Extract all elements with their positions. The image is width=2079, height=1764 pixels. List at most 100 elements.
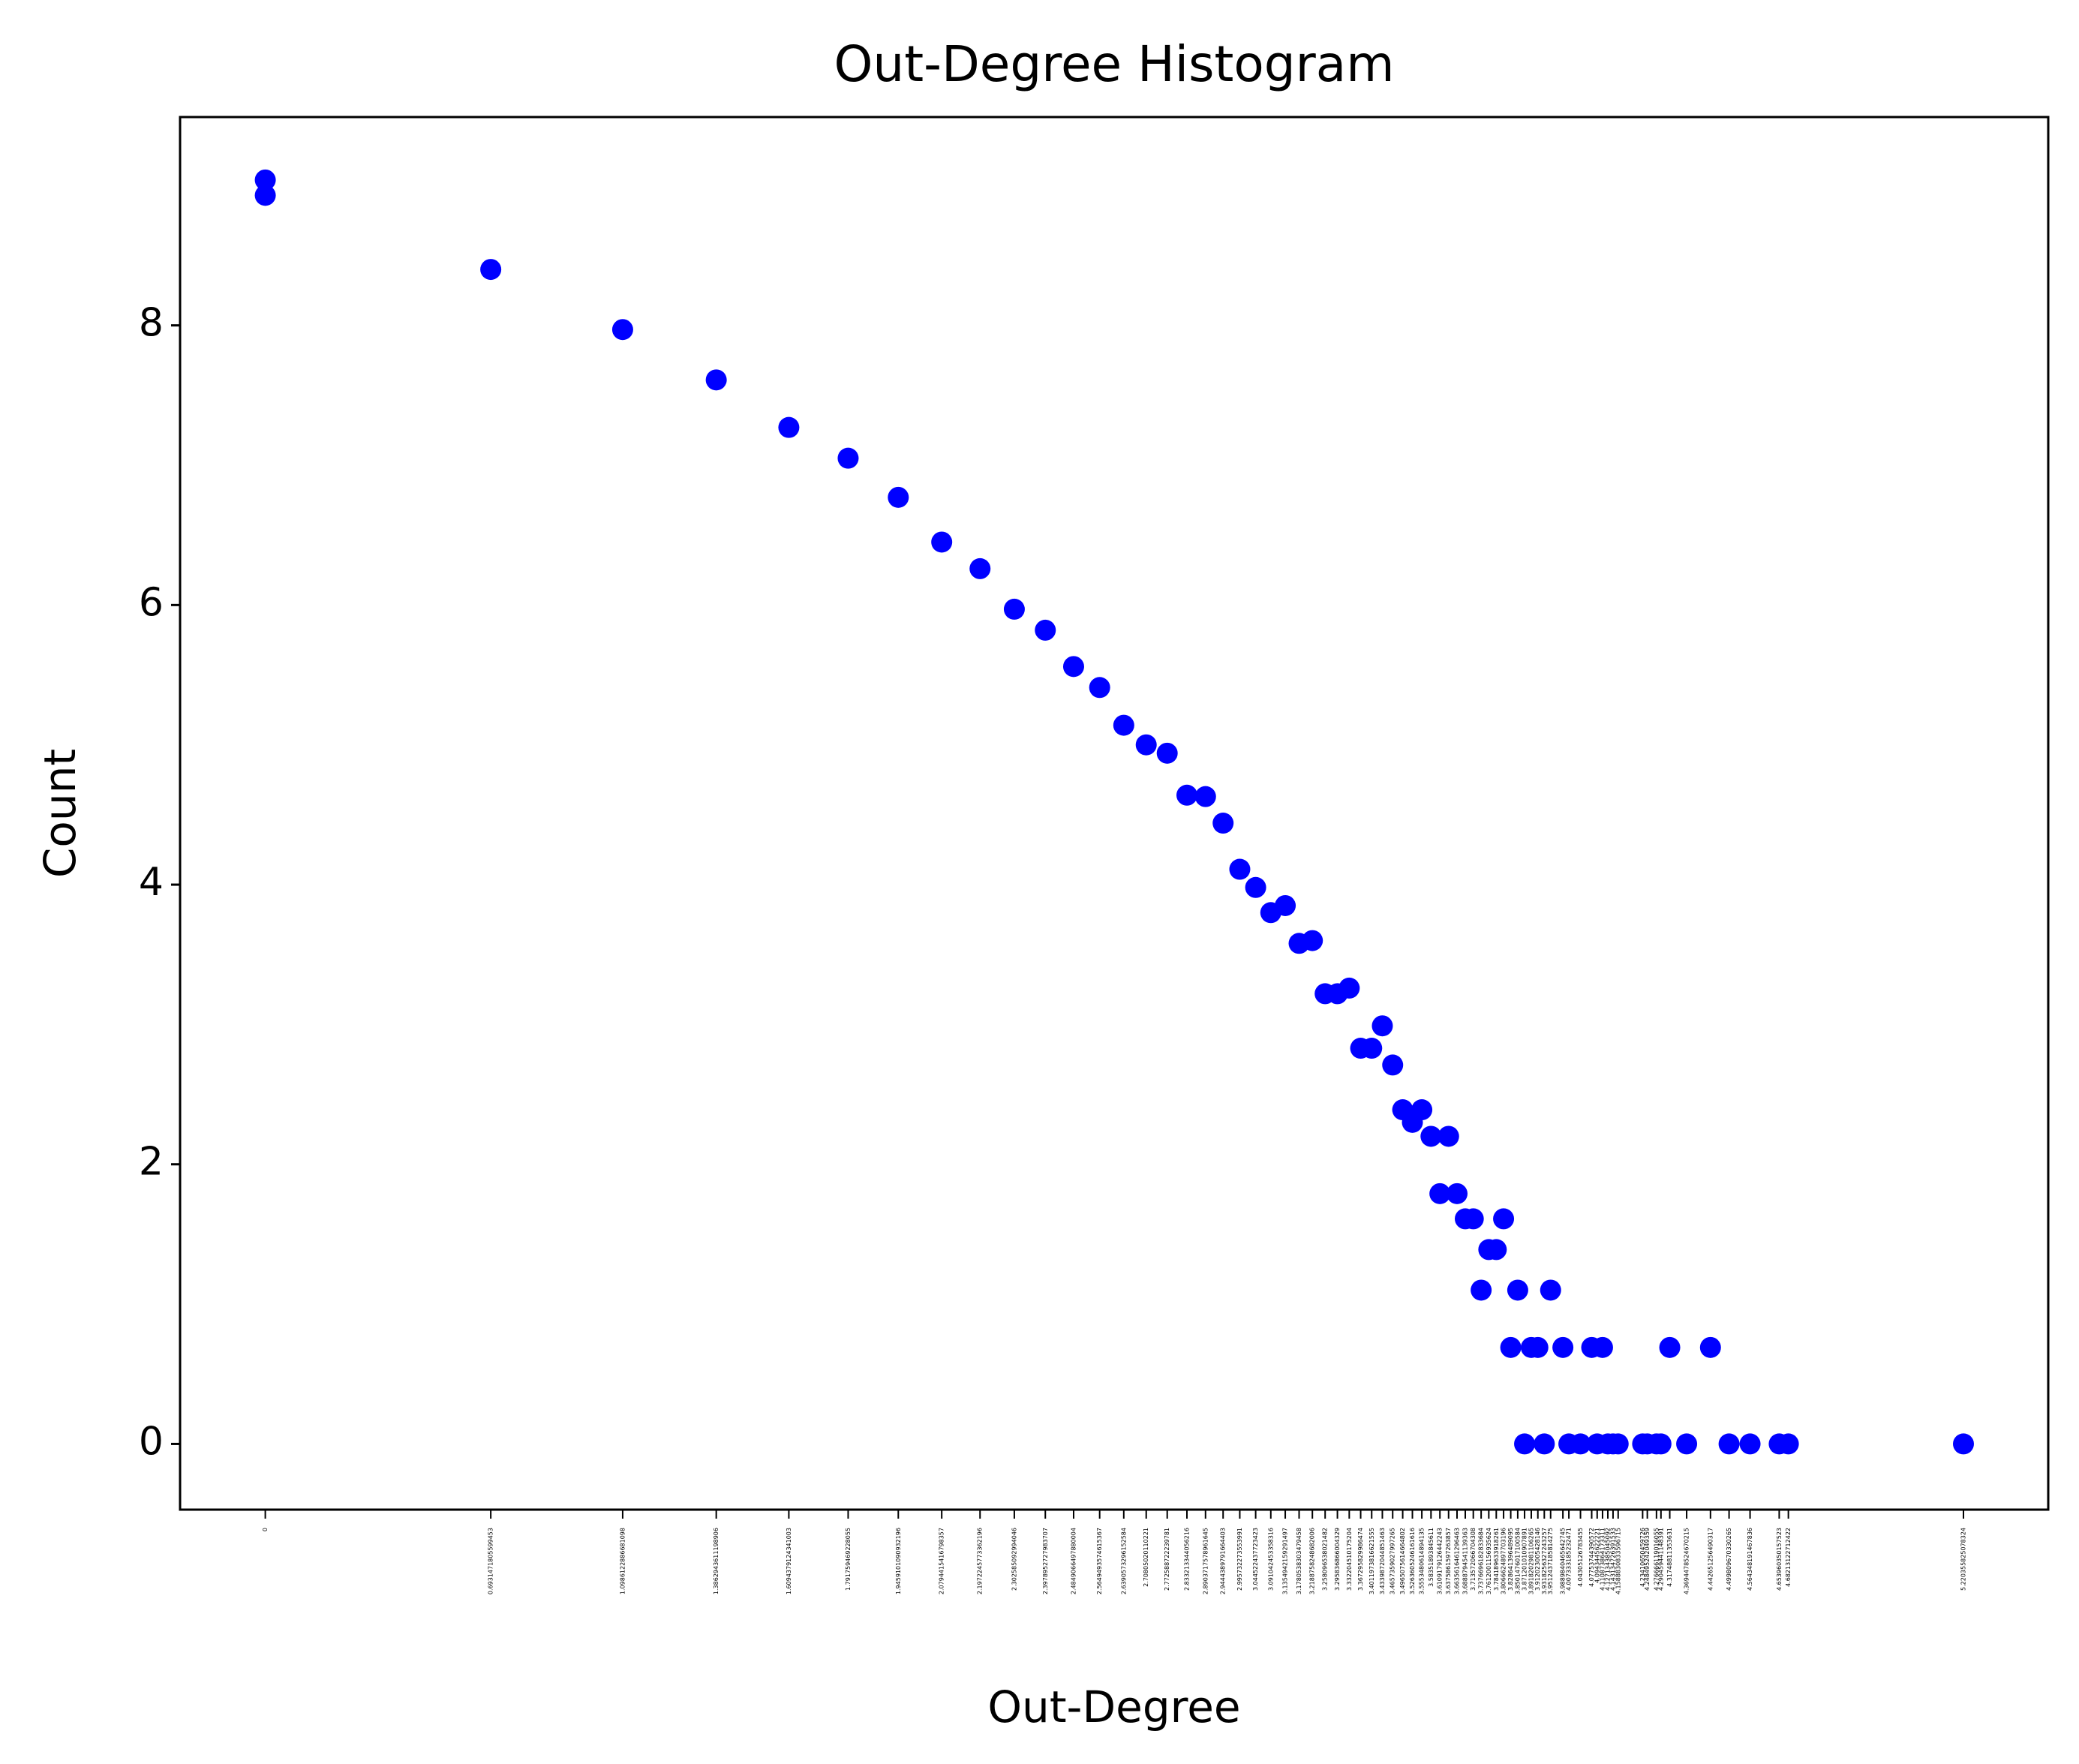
point	[1003, 598, 1025, 620]
point	[1302, 930, 1323, 951]
x-tick-label: 4.110873864173311	[1599, 1528, 1606, 1591]
point	[1411, 1099, 1433, 1121]
x-tick-label: 3.8918202981106265	[1528, 1528, 1534, 1594]
x-tick-label: 3.6109179126442243	[1437, 1528, 1444, 1594]
x-tick-label: 4.07753744390572	[1588, 1528, 1595, 1587]
point	[1361, 1038, 1383, 1059]
x-tick-label: 3.8501476017100584	[1514, 1528, 1521, 1594]
point	[888, 486, 909, 508]
x-tick-label: 3.258096538021482	[1322, 1528, 1329, 1591]
point	[480, 259, 502, 281]
point	[254, 169, 276, 191]
x-tick-label: 4.276666119016055	[1653, 1528, 1660, 1591]
point	[1493, 1208, 1515, 1230]
point	[1676, 1433, 1698, 1455]
point	[1338, 977, 1360, 999]
point	[1659, 1336, 1681, 1358]
x-tick-label: 3.713572066704308	[1470, 1528, 1477, 1591]
y-tick-label: 8	[139, 301, 164, 346]
y-tick-label: 2	[139, 1140, 164, 1185]
x-tick-label: 3.4657359027997265	[1390, 1528, 1396, 1594]
point	[1471, 1279, 1492, 1301]
x-tick-label: 4.3694478524670215	[1684, 1528, 1690, 1594]
x-tick-label: 3.4011973816621555	[1368, 1528, 1375, 1594]
point	[1371, 1015, 1393, 1037]
x-tick-label: 3.912023005428146	[1534, 1528, 1541, 1591]
point	[931, 531, 953, 553]
x-tick-label: 2.8903717578961645	[1202, 1528, 1209, 1594]
point	[611, 319, 633, 341]
x-tick-label: 4.653960350157523	[1776, 1528, 1783, 1591]
x-tick-label: 0.6931471805599453	[488, 1528, 494, 1594]
x-tick-label: 4.007333185232471	[1566, 1528, 1573, 1591]
point	[1650, 1433, 1672, 1455]
x-tick-label: 3.6635616461296463	[1454, 1528, 1461, 1594]
point	[1212, 813, 1234, 834]
x-tick-label: 4.248495242049359	[1644, 1528, 1651, 1591]
x-tick-label: 3.332204510175204	[1346, 1528, 1353, 1591]
point	[1570, 1433, 1591, 1455]
x-tick-label: 2.302585092994046	[1011, 1528, 1017, 1591]
x-tick-label: 3.7612001156935624	[1486, 1528, 1492, 1594]
x-tick-label: 2.70805020110221	[1143, 1528, 1149, 1587]
x-tick-label: 3.58351893845611	[1428, 1528, 1435, 1587]
x-tick-label: 2.1972245773362196	[977, 1528, 984, 1594]
point	[1229, 858, 1251, 880]
x-tick-label: 2.6390573296152584	[1120, 1528, 1127, 1594]
x-tick-label: 4.68213122712422	[1785, 1528, 1792, 1587]
x-tick-label: 2.4849066497880004	[1070, 1528, 1077, 1594]
point	[1534, 1433, 1555, 1455]
x-tick-label: 2.0794415416798357	[939, 1528, 945, 1594]
point	[1607, 1433, 1629, 1455]
x-tick-label: 4.31748811353631	[1666, 1528, 1673, 1587]
x-tick-label: 3.5553480614894135	[1419, 1528, 1426, 1594]
point	[1275, 894, 1296, 916]
x-tick-label: 3.7376696182833684	[1478, 1528, 1485, 1594]
x-tick-label: 3.2188758248682006	[1309, 1528, 1316, 1594]
x-tick-label: 4.04305126783455	[1577, 1528, 1584, 1587]
x-tick-label: 4.0943445622221	[1594, 1528, 1600, 1583]
x-tick-label: 5.220355825078324	[1960, 1528, 1966, 1591]
point	[1420, 1125, 1442, 1147]
x-tick-label: 3.367295829986474	[1357, 1528, 1364, 1591]
x-tick-label: 3.091042453358316	[1267, 1528, 1274, 1591]
point	[1699, 1336, 1721, 1358]
x-tick-label: 3.9889840465642745	[1560, 1528, 1567, 1594]
x-tick-label: 3.1354942159291497	[1282, 1528, 1289, 1594]
x-tick-label: 1.0986122886681098	[619, 1528, 626, 1594]
x-tick-label: 1.3862943611198906	[713, 1528, 720, 1594]
point	[705, 369, 727, 391]
x-tick-label: 2.772588722239781	[1164, 1528, 1170, 1591]
x-tick-label: 2.9444389791664403	[1220, 1528, 1227, 1594]
x-tick-label: 4.564348191467836	[1747, 1528, 1753, 1591]
point	[969, 557, 991, 579]
x-tick-label: 3.828641396489095	[1507, 1528, 1514, 1591]
point	[837, 447, 859, 469]
point	[1089, 677, 1110, 699]
point	[1156, 742, 1178, 764]
x-tick-label: 2.5649493574615367	[1096, 1528, 1103, 1594]
point	[1062, 656, 1084, 678]
y-tick-label: 0	[139, 1419, 164, 1464]
point	[1245, 876, 1266, 898]
x-tick-label: 0	[262, 1528, 269, 1531]
point	[1540, 1279, 1561, 1301]
x-tick-label: 3.9512437185814275	[1547, 1528, 1554, 1594]
x-tick-label: 3.295836866004329	[1334, 1528, 1341, 1591]
x-tick-label: 4.1588830833596715	[1615, 1528, 1621, 1594]
point	[1777, 1433, 1799, 1455]
point	[1035, 619, 1056, 641]
point	[1382, 1054, 1404, 1076]
point	[254, 185, 276, 206]
point	[778, 416, 800, 438]
x-tick-label: 3.5263605246161616	[1409, 1528, 1416, 1594]
point	[1514, 1433, 1536, 1455]
x-tick-label: 3.8066624897703196	[1501, 1528, 1507, 1594]
point	[1135, 734, 1157, 756]
x-tick-label: 3.4965075614664802	[1399, 1528, 1406, 1594]
x-tick-label: 3.6888794541139363	[1462, 1528, 1468, 1594]
x-tick-label: 3.871201010907891	[1522, 1528, 1528, 1591]
y-axis-label: Count	[35, 749, 86, 878]
point	[1438, 1125, 1459, 1147]
